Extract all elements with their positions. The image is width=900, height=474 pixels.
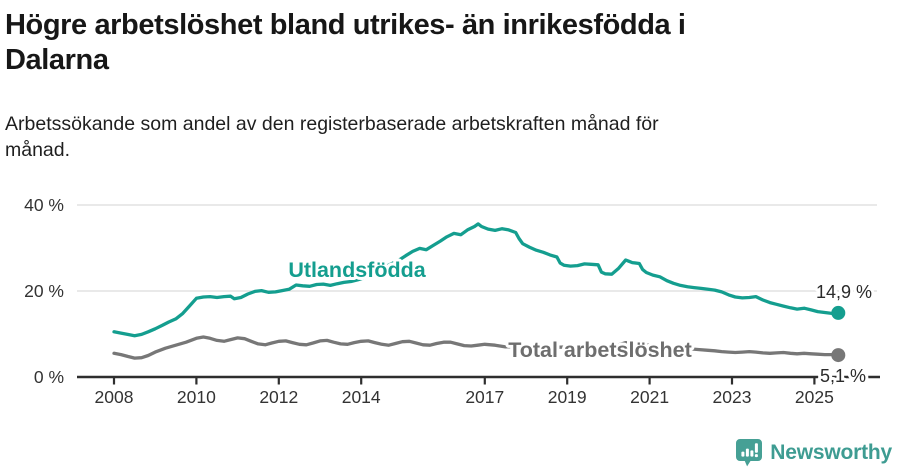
y-tick-label: 0 %	[34, 367, 64, 387]
x-tick-label: 2010	[177, 387, 216, 407]
logo-bar-chart-glyph	[741, 443, 759, 458]
chart-header: Högre arbetslöshet bland utrikes- än inr…	[0, 0, 900, 164]
chart-subtitle-line1: Arbetssökande som andel av den registerb…	[5, 113, 659, 136]
line-chart-svg: 2008 2010 2012 2014 2017 2019 2021 2023 2025 0 % 2…	[24, 195, 880, 407]
x-tick-label: 2012	[259, 387, 298, 407]
newsworthy-brand: Newsworthy	[735, 438, 892, 467]
y-tick-label: 40 %	[24, 195, 64, 215]
chart-subtitle-line2: månad.	[5, 139, 71, 162]
x-tick-label: 2017	[465, 387, 504, 407]
y-tick-label: 20 %	[24, 281, 64, 301]
brand-name-label: Newsworthy	[770, 440, 892, 464]
series-label-1: Total arbetslöshet	[508, 338, 692, 362]
series-end-value-label-0: 14,9 %	[816, 282, 872, 302]
x-tick-label: 2014	[342, 387, 381, 407]
x-tick-label: 2025	[795, 387, 834, 407]
chart-area: 2008 2010 2012 2014 2017 2019 2021 2023 2025 0 % 2…	[0, 177, 900, 424]
x-tick-label: 2023	[713, 387, 752, 407]
x-tick-label: 2021	[630, 387, 669, 407]
chart-subtitle: Arbetssökande som andel av den registerb…	[5, 112, 745, 164]
chart-title: Högre arbetslöshet bland utrikes- än inr…	[5, 8, 865, 78]
chart-title-line2: Dalarna	[5, 44, 109, 77]
newsworthy-logo-icon	[736, 439, 763, 467]
series-end-dot-0	[831, 305, 846, 320]
series-label-0: Utlandsfödda	[288, 258, 426, 282]
series-line-1	[112, 335, 840, 360]
series-line-0	[112, 222, 840, 338]
series-end-dot-1	[831, 348, 846, 363]
chart-title-line1: Högre arbetslöshet bland utrikes- än inr…	[5, 9, 686, 41]
x-tick-label: 2008	[95, 387, 134, 407]
logo-bubble-shape	[736, 439, 763, 467]
series-end-value-label-1: 5,1 %	[820, 366, 866, 386]
x-tick-label: 2019	[548, 387, 587, 407]
